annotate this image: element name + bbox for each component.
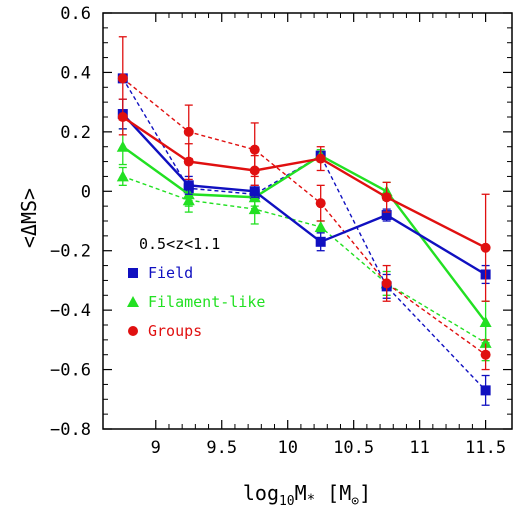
data-point [183,126,194,137]
plot-frame [102,12,513,430]
data-point [248,203,261,215]
series-line [122,175,486,344]
y-tick-label: −0.4 [50,301,91,321]
data-point [315,153,326,164]
y-tick-label: 0 [81,182,91,202]
legend-label-filament-like: Filament-like [148,293,265,311]
data-point [480,349,491,360]
data-point [116,140,129,152]
x-label-sun-symbol: ⊙ [351,494,359,509]
data-point [183,180,194,191]
data-point [116,170,129,182]
series-line [122,145,487,323]
redshift-annotation: 0.5<z<1.1 [139,235,220,253]
x-axis-label: log10M* [M⊙] [243,481,371,509]
x-tick-label: 11.5 [465,438,506,458]
series-line [122,78,487,391]
y-tick-label: 0.2 [60,123,91,143]
legend-label-groups: Groups [148,322,202,340]
chart-marks [116,36,492,406]
data-point [480,385,491,396]
x-tick-label: 11 [409,438,429,458]
series-line [122,116,487,249]
data-point [381,210,392,221]
data-point [249,186,260,197]
y-tick-label: 0.4 [60,63,91,83]
y-tick-label: −0.2 [50,242,91,262]
axis-ticks: 9 9.5 10 10.5 11 11.5 −0.8 −0.6 −0.4 −0.2 0 0.2 0.4 0… [50,4,512,458]
x-label-subscript: 10 [279,494,295,509]
x-label-log: log [243,481,279,505]
y-tick-label: −0.6 [50,361,91,381]
data-point [381,278,392,289]
y-tick-label: −0.8 [50,420,91,440]
x-label-unit-open: [M [315,481,351,505]
data-point [381,192,392,203]
x-tick-label: 9 [151,438,161,458]
data-point [183,156,194,167]
legend-marker-field [128,268,138,278]
series-line [122,77,487,356]
series-dashed-circle [117,36,491,371]
data-point [315,236,326,247]
x-tick-label: 10 [277,438,297,458]
legend-marker-groups [128,326,138,336]
x-label-unit-close: ] [359,481,371,505]
x-tick-label: 10.5 [333,438,374,458]
legend-label-field: Field [148,264,193,282]
legend: Field Filament-like Groups [127,264,265,340]
data-point [117,73,128,84]
x-label-star: * [307,492,315,508]
series-line [121,113,487,276]
data-point [479,316,492,328]
legend-marker-filament-like [127,296,139,307]
y-tick-label: 0.6 [60,4,91,24]
y-axis-label: <ΔMS> [17,188,41,248]
x-label-mass: M [295,481,307,505]
data-point [117,112,128,122]
data-point [249,165,260,176]
x-tick-label: 9.5 [206,438,237,458]
data-point [480,242,491,253]
data-point [315,198,326,209]
data-point [314,220,327,232]
series-groups-circle [117,98,491,302]
data-point [249,144,260,155]
